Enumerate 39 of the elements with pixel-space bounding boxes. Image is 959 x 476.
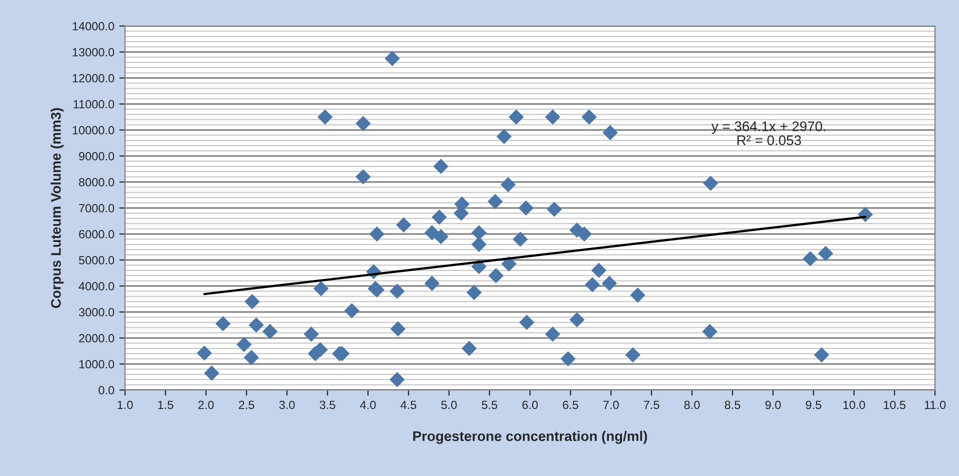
x-tick-label: 6.5 bbox=[562, 400, 578, 410]
y-tick-label: 2000.0 bbox=[79, 334, 114, 342]
x-tick-label: 3.0 bbox=[279, 400, 295, 410]
y-tick-label: 1000.0 bbox=[79, 360, 114, 368]
x-tick-label: 10.5 bbox=[884, 400, 906, 410]
x-tick-label: 5.5 bbox=[482, 400, 498, 410]
y-tick-label: 4000.0 bbox=[78, 282, 114, 290]
x-tick-label: 7.0 bbox=[603, 400, 619, 410]
y-tick-label: 10000.0 bbox=[72, 126, 114, 134]
x-tick-label: 3.5 bbox=[320, 400, 336, 410]
x-tick-label: 1.5 bbox=[158, 400, 174, 410]
y-tick-label: 6000.0 bbox=[79, 230, 114, 238]
y-tick-label: 7000.0 bbox=[79, 204, 114, 212]
x-tick-label: 11.0 bbox=[924, 400, 946, 410]
x-tick-label: 4.0 bbox=[360, 400, 376, 410]
x-tick-label: 1.0 bbox=[118, 400, 133, 410]
x-axis-title: Progesterone concentration (ng/ml) bbox=[413, 430, 647, 444]
y-tick-label: 0.0 bbox=[98, 386, 114, 394]
y-tick-label: 3000.0 bbox=[78, 308, 114, 316]
y-tick-label: 9000.0 bbox=[79, 152, 114, 160]
y-tick-label: 13000.0 bbox=[72, 48, 114, 56]
annotation: y = 364.1x + 2970. R² = 0.053 bbox=[711, 121, 826, 146]
x-tick-label: 6.0 bbox=[522, 400, 538, 410]
y-tick-label: 11000.0 bbox=[74, 100, 114, 108]
y-tick-label: 12000.0 bbox=[72, 74, 114, 82]
x-tick-label: 9.5 bbox=[806, 400, 822, 410]
y-tick-label: 8000.0 bbox=[78, 178, 114, 186]
x-tick-label: 8.0 bbox=[684, 400, 700, 410]
x-tick-label: 7.5 bbox=[644, 400, 660, 410]
y-tick-label: 14000.0 bbox=[72, 22, 114, 30]
x-tick-label: 4.5 bbox=[400, 400, 416, 410]
x-tick-label: 8.5 bbox=[724, 400, 740, 410]
x-tick-label: 9.0 bbox=[765, 400, 781, 410]
x-tick-label: 10.0 bbox=[843, 400, 866, 410]
y-axis-title: Corpus Luteum Volume (mm3) bbox=[50, 108, 64, 308]
x-tick-label: 2.0 bbox=[198, 400, 214, 410]
x-tick-label: 5.0 bbox=[441, 400, 457, 410]
y-tick-label: 5000.0 bbox=[78, 256, 114, 264]
x-tick-label: 2.5 bbox=[238, 400, 254, 410]
